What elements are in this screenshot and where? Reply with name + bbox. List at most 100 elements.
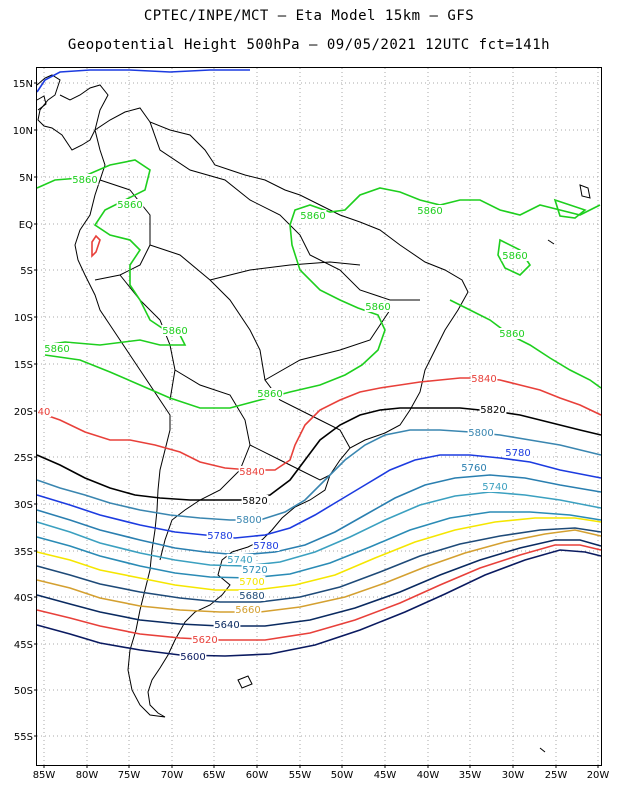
longitude-label: 80W (76, 770, 99, 781)
contour-label-5860: 5860 (117, 200, 142, 211)
map-title: CPTEC/INPE/MCT – Eta Model 15km – GFS (143, 8, 475, 24)
contour-label-5740: 5740 (482, 482, 507, 493)
contour-label-bg (364, 301, 392, 312)
contour-label-bg (416, 205, 444, 216)
longitude-label: 35W (459, 770, 482, 781)
contour-label-bg (36, 406, 52, 417)
latitude-label: 30S (14, 500, 33, 511)
contour-5860 (36, 159, 187, 346)
contour-label-bg (460, 462, 488, 473)
latitude-label: 15N (13, 79, 33, 90)
contour-labels: 5860 5860 5860 5860 5860 5860 5860 5860 5860 5860… (36, 174, 532, 663)
latitude-labels: 15N 10N 5N EQ 5S 10S 15S 20S 25S 30S 35S 40S 45S 50S 5… (13, 79, 37, 743)
contour-label-5720: 5720 (242, 565, 267, 576)
contour-label-5780: 5780 (253, 541, 278, 552)
latitude-label: 10N (13, 126, 33, 137)
contour-label-bg (481, 481, 509, 492)
contour-label-5660: 5660 (235, 605, 260, 616)
contour-5780 (36, 454, 602, 539)
latitude-label: 35S (14, 547, 33, 558)
contour-label-bg (241, 495, 269, 506)
longitude-label: 50W (331, 770, 354, 781)
contour-5800 (36, 429, 602, 521)
contour-label-bg (241, 564, 269, 575)
contour-5700 (36, 517, 602, 591)
contour-label-5640: 5640 (214, 620, 239, 631)
contour-label-5820: 5820 (242, 496, 267, 507)
longitude-label: 60W (246, 770, 269, 781)
contour-label-5860: 5860 (502, 251, 527, 262)
contour-label-bg (498, 328, 526, 339)
latitude-label: 15S (14, 360, 33, 371)
contour-label-bg (234, 604, 262, 615)
latitude-label: 10S (14, 313, 33, 324)
contour-label-5820: 5820 (480, 405, 505, 416)
longitude-label: 65W (203, 770, 226, 781)
longitude-label: 25W (545, 770, 568, 781)
contour-label-5840: 5840 (471, 374, 496, 385)
contour-label-bg (252, 540, 280, 551)
contour-label-5840: 5840 (239, 467, 264, 478)
contour-label-bg (43, 343, 71, 354)
contour-5740 (36, 491, 602, 567)
latitude-label: 45S (14, 640, 33, 651)
longitude-label: 55W (289, 770, 312, 781)
latitude-label: 55S (14, 732, 33, 743)
contour-5600 (36, 549, 602, 657)
longitude-labels: 85W 80W 75W 70W 65W 60W 55W 50W 45W 40W 35W 30W 25W 2… (33, 765, 610, 781)
contour-label-bg (213, 619, 241, 630)
contour-label-5600: 5600 (180, 652, 205, 663)
latitude-label: 50S (14, 686, 33, 697)
longitude-label: 45W (374, 770, 397, 781)
latitude-label: 5N (19, 173, 33, 184)
map-subtitle: Geopotential Height 500hPa – 09/05/2021 … (67, 37, 551, 53)
contour-label-5860: 5860 (417, 206, 442, 217)
contour-label-5860: 5860 (44, 344, 69, 355)
longitude-label: 85W (33, 770, 56, 781)
contour-label-bg (470, 373, 498, 384)
contour-label-bg (238, 590, 266, 601)
map-frame (36, 67, 602, 766)
contour-label-5840: 40 (38, 407, 51, 418)
contour-5720 (36, 511, 602, 579)
contour-label-5620: 5620 (192, 635, 217, 646)
contour-label-5760: 5760 (461, 463, 486, 474)
lat-lon-grid (37, 68, 601, 765)
contour-label-bg (179, 651, 207, 662)
contour-label-bg (226, 554, 254, 565)
contour-label-bg (191, 634, 219, 645)
contour-label-bg (299, 210, 327, 221)
longitude-label: 40W (417, 770, 440, 781)
longitude-label: 70W (161, 770, 184, 781)
contour-5820 (36, 407, 602, 501)
coastlines (36, 74, 591, 753)
contour-label-5860: 5860 (365, 302, 390, 313)
latitude-label: EQ (19, 220, 33, 231)
contour-label-5860: 5860 (162, 326, 187, 337)
contour-label-5860: 5860 (72, 175, 97, 186)
contour-label-bg (71, 174, 99, 185)
contour-label-bg (116, 199, 144, 210)
contour-label-5800: 5800 (468, 428, 493, 439)
contour-label-5780: 5780 (207, 531, 232, 542)
contour-label-bg (235, 514, 263, 525)
latitude-label: 5S (20, 266, 33, 277)
contour-label-bg (479, 404, 507, 415)
contour-label-5800: 5800 (236, 515, 261, 526)
contour-label-bg (238, 466, 266, 477)
contour-5840 (36, 377, 602, 471)
contour-lines (36, 69, 602, 657)
contour-label-bg (504, 447, 532, 458)
contour-5620 (36, 544, 602, 641)
latitude-label: 20S (14, 407, 33, 418)
contour-label-bg (238, 576, 266, 587)
contour-5860 (44, 187, 601, 409)
contour-5640 (36, 539, 602, 627)
contour-label-bg (161, 325, 189, 336)
contour-label-5860: 5860 (300, 211, 325, 222)
contour-5760 (36, 474, 602, 556)
contour-5860 (553, 198, 587, 219)
contour-5680 (36, 527, 602, 603)
longitude-label: 20W (587, 770, 610, 781)
